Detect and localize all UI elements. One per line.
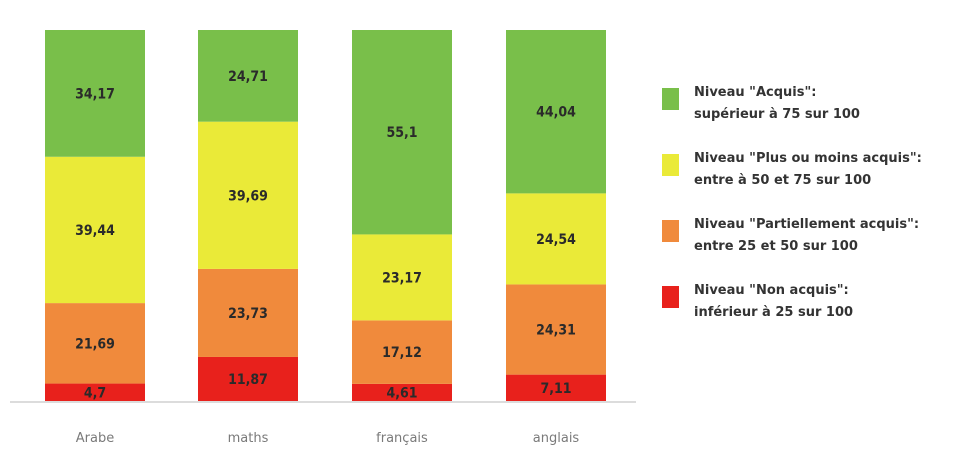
legend-label: supérieur à 75 sur 100	[694, 107, 860, 122]
legend-item-partiellement-acquis: Niveau "Partiellement acquis": entre 25 …	[662, 214, 962, 280]
data-label: 44,04	[536, 105, 576, 121]
data-label: 34,17	[75, 86, 115, 102]
data-label: 17,12	[382, 345, 422, 361]
bar-segment	[352, 383, 452, 401]
legend-swatch-non-acquis	[662, 286, 679, 308]
bar-segment	[45, 383, 145, 401]
category-label: maths	[228, 431, 269, 446]
data-label: 39,44	[75, 223, 115, 239]
legend: Niveau "Acquis": supérieur à 75 sur 100 …	[662, 82, 962, 346]
bars-group: 4,7 21,69 39,44 34,17 11,87 23,73 39,69 24,71 4,…	[45, 30, 606, 401]
legend-swatch-acquis	[662, 88, 679, 110]
data-label: 39,69	[228, 188, 268, 204]
bar-segment	[352, 30, 452, 235]
bar-segment	[198, 30, 298, 122]
data-label: 23,17	[382, 270, 422, 286]
category-label: anglais	[533, 431, 580, 446]
bar-segment	[198, 268, 298, 357]
bar-segment	[506, 193, 606, 285]
bar-segment	[45, 303, 145, 384]
legend-item-plus-ou-moins-acquis: Niveau "Plus ou moins acquis": entre à 5…	[662, 148, 962, 214]
legend-label: Niveau "Acquis":	[694, 85, 817, 100]
legend-swatch-plus-ou-moins-acquis	[662, 154, 679, 176]
bar-segment	[198, 356, 298, 401]
legend-label: Niveau "Partiellement acquis":	[694, 217, 920, 232]
legend-label: Niveau "Plus ou moins acquis":	[694, 151, 922, 166]
bar-segment	[45, 30, 145, 157]
data-label: 21,69	[75, 336, 115, 352]
bar-segment	[198, 121, 298, 269]
bar-segment	[506, 374, 606, 401]
category-labels-group: Arabe maths français anglais	[76, 431, 580, 446]
bar-segment	[506, 30, 606, 194]
category-label: français	[376, 431, 428, 446]
legend-label: entre 25 et 50 sur 100	[694, 239, 858, 254]
legend-swatch-partiellement-acquis	[662, 220, 679, 242]
legend-label: inférieur à 25 sur 100	[694, 305, 854, 320]
data-label: 55,1	[386, 125, 417, 141]
legend-item-acquis: Niveau "Acquis": supérieur à 75 sur 100	[662, 82, 962, 148]
data-label: 11,87	[228, 372, 268, 388]
data-label: 24,31	[536, 323, 576, 339]
category-label: Arabe	[76, 431, 114, 446]
legend-label: Niveau "Non acquis":	[694, 283, 849, 298]
data-label: 24,54	[536, 232, 576, 248]
data-label: 4,7	[84, 385, 106, 401]
stacked-bar-chart: 4,7 21,69 39,44 34,17 11,87 23,73 39,69 24,71 4,…	[10, 30, 636, 446]
data-label: 23,73	[228, 306, 268, 322]
data-label: 7,11	[540, 381, 571, 397]
bar-segment	[45, 156, 145, 304]
bar-segment	[352, 320, 452, 384]
data-label: 4,61	[386, 385, 417, 401]
data-label: 24,71	[228, 69, 268, 85]
bar-segment	[506, 284, 606, 375]
legend-label: entre à 50 et 75 sur 100	[694, 173, 872, 188]
legend-item-non-acquis: Niveau "Non acquis": inférieur à 25 sur …	[662, 280, 962, 346]
bar-segment	[352, 234, 452, 321]
